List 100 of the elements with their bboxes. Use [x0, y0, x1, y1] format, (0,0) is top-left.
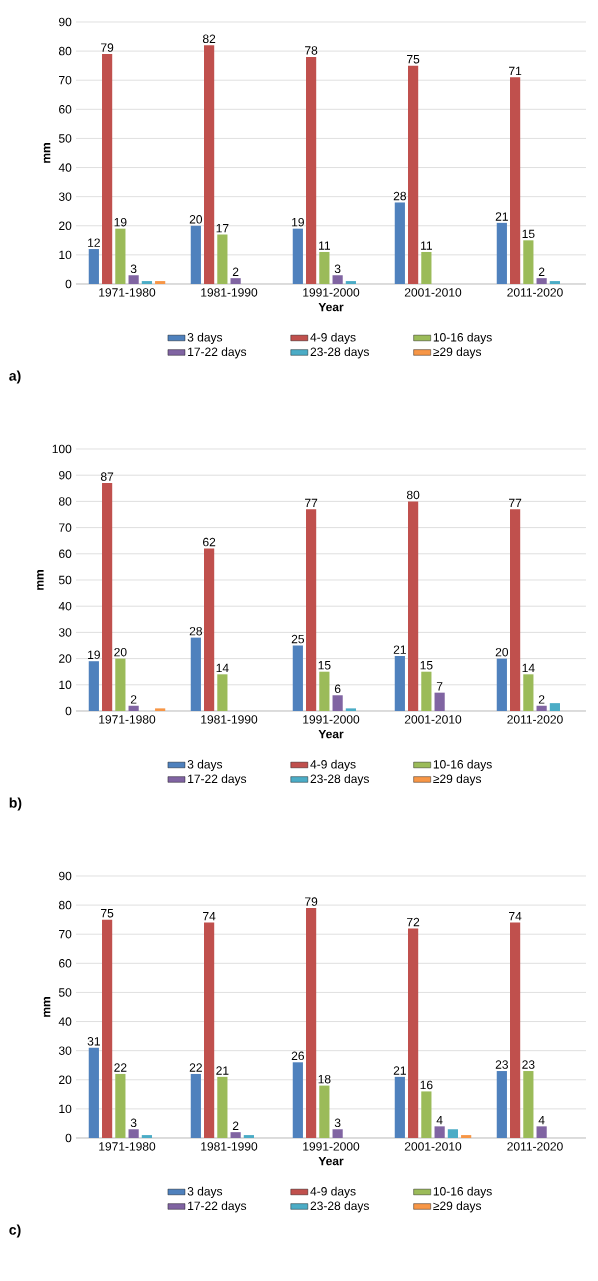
bar: [523, 240, 534, 284]
data-label: 16: [420, 1080, 433, 1090]
x-tick-label: 1971-1980: [99, 1142, 156, 1151]
bar: [510, 77, 521, 284]
bar: [319, 251, 330, 284]
data-label: 12: [88, 238, 100, 247]
x-tick-label: 1971-1980: [99, 715, 156, 724]
y-tick-label: 20: [59, 221, 72, 230]
bar: [332, 275, 343, 284]
x-tick-label: 1981-1990: [201, 1142, 258, 1151]
y-tick-label: 90: [59, 470, 72, 480]
data-label: 2: [538, 267, 545, 276]
x-tick-label: 1991-2000: [303, 715, 360, 724]
bar: [345, 708, 356, 711]
y-tick-label: 40: [58, 163, 72, 172]
bar: [434, 1126, 445, 1138]
bar: [230, 1132, 241, 1138]
data-label: 3: [130, 1118, 137, 1128]
bar: [434, 692, 445, 711]
x-tick-label: 1981-1990: [201, 715, 258, 724]
bar: [230, 278, 241, 284]
data-label: 2: [232, 1121, 239, 1130]
bar: [190, 1073, 201, 1138]
legend-label: 17-22 days: [188, 774, 247, 786]
bar: [204, 922, 215, 1138]
bar: [523, 674, 534, 711]
data-label: 62: [203, 537, 216, 547]
bar: [88, 1047, 99, 1138]
text: b): [9, 797, 22, 811]
legend-label: 23-28 days: [310, 1201, 369, 1213]
data-label: 14: [522, 663, 535, 673]
y-axis-title: mm: [37, 570, 44, 590]
data-label: 19: [292, 217, 304, 227]
x-axis-title: Year: [318, 302, 344, 312]
data-label: 71: [509, 66, 522, 76]
bar: [496, 658, 507, 711]
x-axis-title: Year: [318, 729, 344, 739]
y-tick-label: 50: [58, 134, 72, 143]
data-label: 18: [318, 1074, 331, 1084]
bar: [292, 1062, 303, 1138]
bar: [88, 661, 99, 711]
bar: [128, 275, 139, 284]
bar: [217, 234, 228, 284]
data-label: 19: [114, 217, 127, 227]
bar: [217, 674, 228, 711]
bar: [447, 1129, 458, 1138]
bar: [102, 483, 113, 711]
bar: [536, 278, 547, 284]
data-label: 74: [203, 912, 216, 921]
bar: [496, 222, 507, 284]
bar: [394, 202, 405, 284]
y-tick-label: 40: [58, 1017, 72, 1026]
bar: [332, 695, 343, 711]
bar: [549, 703, 560, 711]
legend-label: 4-9 days: [310, 332, 356, 344]
x-axis-title: Year: [318, 1156, 344, 1166]
x-tick-label: 2011-2020: [507, 288, 563, 297]
bar: [243, 1135, 254, 1138]
x-tick-label: 1991-2000: [303, 1142, 360, 1151]
data-label: 4: [538, 1115, 545, 1125]
data-label: 2: [130, 695, 137, 704]
data-label: 3: [130, 264, 137, 274]
bar: [204, 45, 215, 284]
bar: [549, 281, 560, 284]
data-label: 17: [216, 224, 229, 233]
x-tick-label: 2001-2010: [404, 1142, 462, 1151]
bar: [102, 919, 113, 1138]
data-label: 79: [101, 43, 114, 52]
data-label: 20: [495, 647, 509, 657]
y-axis-title: mm: [43, 997, 51, 1017]
data-label: 31: [87, 1037, 100, 1046]
x-tick-label: 2001-2010: [404, 288, 462, 297]
bar: [306, 908, 317, 1138]
data-label: 22: [189, 1063, 202, 1072]
bar: [128, 705, 139, 711]
bar: [141, 281, 152, 284]
legend-label: 23-28 days: [310, 774, 369, 786]
data-label: 21: [393, 1066, 406, 1075]
data-label: 2: [538, 695, 545, 704]
data-label: 74: [509, 912, 522, 921]
x-tick-label: 1981-1990: [201, 288, 258, 297]
bar: [408, 928, 419, 1138]
bar: [115, 658, 126, 711]
y-tick-label: 80: [58, 46, 72, 56]
bar: [319, 1085, 330, 1138]
y-tick-label: 80: [58, 497, 72, 506]
legend-label: 10-16 days: [433, 332, 492, 344]
bar: [510, 922, 521, 1138]
data-label: 28: [189, 626, 202, 636]
bar: [394, 1076, 405, 1138]
bar: [204, 548, 215, 711]
legend-label: 4-9 days: [310, 1186, 356, 1198]
data-label: 78: [305, 46, 318, 55]
legend-label: 17-22 days: [188, 1201, 247, 1213]
data-label: 6: [334, 684, 341, 694]
legend-label: 10-16 days: [433, 759, 492, 771]
legend-label: 23-28 days: [310, 347, 369, 359]
bar: [306, 509, 317, 711]
y-tick-label: 30: [58, 192, 72, 201]
bar: [408, 65, 419, 284]
